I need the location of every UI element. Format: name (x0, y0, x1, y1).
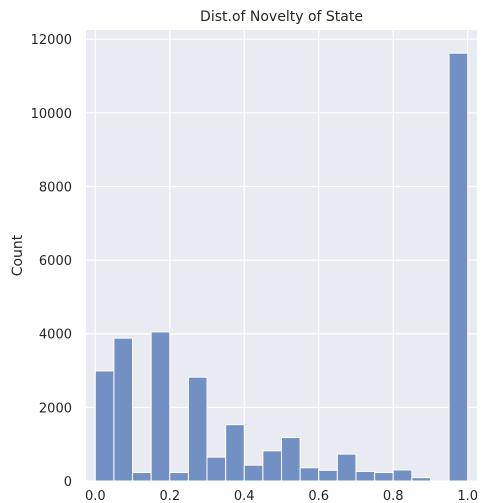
x-tick-label: 0.0 (85, 489, 106, 503)
y-tick-label: 12000 (31, 33, 72, 48)
histogram-bar (150, 331, 171, 482)
histogram-bar (355, 470, 376, 482)
x-tick-labels: 0.0 0.2 0.4 0.6 0.8 1.0 (85, 489, 478, 503)
y-tick-label: 2000 (39, 401, 72, 416)
y-tick-label: 0 (64, 475, 72, 490)
histogram-bar (206, 456, 227, 482)
histogram-bars (94, 52, 469, 482)
histogram-bar (132, 472, 152, 482)
histogram-bar (243, 464, 264, 482)
x-tick-label: 1.0 (457, 489, 478, 503)
y-tick-label: 4000 (39, 328, 72, 343)
y-tick-label: 6000 (39, 254, 72, 269)
histogram-bar (392, 469, 413, 482)
histogram-bar (281, 437, 301, 482)
histogram-bar (374, 472, 394, 482)
x-tick-label: 0.6 (308, 489, 329, 503)
histogram-bar (94, 370, 115, 482)
histogram-bar (299, 467, 320, 482)
y-axis-label: Count (10, 234, 26, 276)
histogram-bar (169, 472, 189, 482)
histogram-bar (318, 469, 338, 482)
y-tick-label: 8000 (39, 180, 72, 195)
plot-area (86, 30, 477, 481)
x-tick-label: 0.4 (234, 489, 255, 503)
histogram-bar (448, 52, 469, 482)
histogram-bar (336, 453, 357, 482)
chart-title: Dist.of Novelty of State (200, 9, 363, 25)
histogram-bar (225, 424, 245, 482)
y-tick-labels: 0 2000 4000 6000 8000 10000 12000 (31, 33, 72, 490)
histogram-bar (187, 376, 208, 482)
histogram-bar (113, 337, 134, 482)
histogram-bar (411, 477, 431, 482)
x-tick-label: 0.2 (159, 489, 180, 503)
y-tick-label: 10000 (31, 107, 72, 122)
x-tick-label: 0.8 (383, 489, 404, 503)
histogram-bar (262, 450, 282, 482)
